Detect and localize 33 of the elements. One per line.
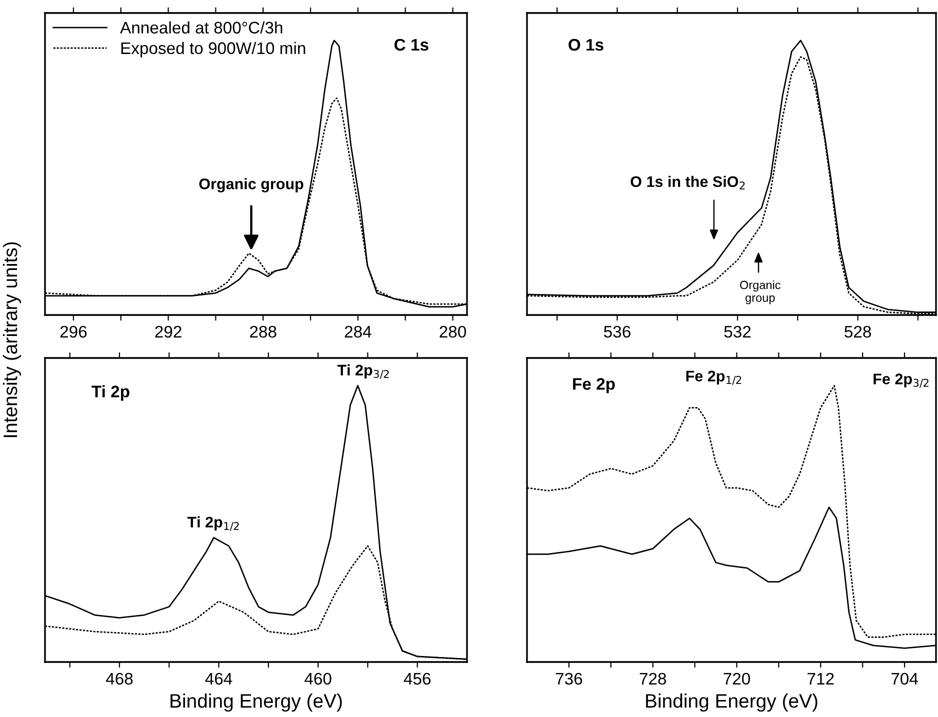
x-tick-label: 536	[604, 326, 630, 338]
annotation: Ti 2p	[92, 385, 130, 401]
x-tick-label: 704	[891, 672, 918, 685]
x-tick-label: 468	[106, 672, 133, 685]
x-tick-label: 464	[205, 672, 232, 685]
x-axis-title: Binding Energy (eV)	[170, 694, 342, 712]
x-tick-label: 288	[250, 326, 276, 338]
legend-label: Annealed at 800°C/3h	[120, 21, 282, 34]
annotation: O 1s in the SiO$_{2}$	[630, 176, 745, 190]
x-tick-label: 728	[640, 672, 666, 685]
x-tick-label: 532	[724, 326, 751, 338]
legend-label: Exposed to 900W/10 min	[121, 42, 306, 58]
x-tick-label: 720	[724, 672, 750, 685]
annotation: Fe 2p	[573, 378, 615, 394]
x-tick-label: 460	[304, 672, 332, 685]
annotation: Ti 2p$_{3/2}$	[337, 364, 389, 379]
y-axis-title: Intensity (aritrary units)	[2, 242, 22, 438]
x-tick-label: 292	[155, 326, 182, 338]
x-tick-label: 528	[844, 326, 871, 338]
x-tick-label: 712	[808, 672, 834, 684]
x-tick-label: 284	[344, 326, 372, 338]
annotation: C 1s	[394, 38, 428, 51]
annotation: Organic group	[199, 178, 304, 192]
x-tick-label: 736	[556, 672, 582, 685]
annotation: Organic group	[740, 280, 780, 304]
annotation: Fe 2p$_{1/2}$	[686, 370, 742, 385]
annotation: Ti 2p$_{1/2}$	[187, 516, 239, 531]
x-tick-label: 296	[60, 326, 87, 338]
x-tick-label: 456	[404, 672, 431, 685]
annotation: Fe 2p$_{3/2}$	[874, 374, 928, 388]
annotation: O 1s	[568, 38, 604, 51]
x-tick-label: 280	[440, 326, 466, 338]
x-axis-title: Binding Energy (eV)	[646, 694, 818, 712]
